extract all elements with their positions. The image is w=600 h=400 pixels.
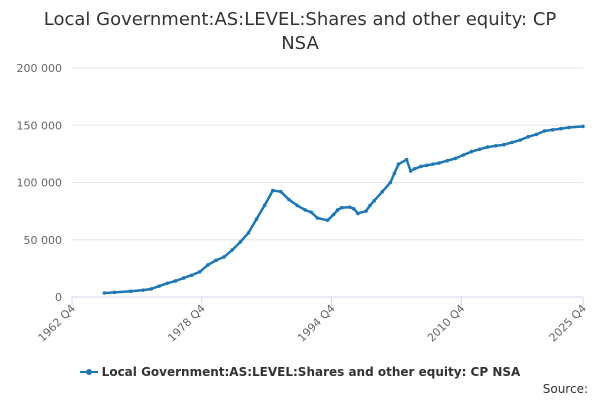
data-point	[437, 161, 441, 165]
data-point	[309, 210, 314, 215]
x-tick-label: 1994 Q4	[295, 302, 338, 345]
data-point	[461, 153, 466, 157]
y-tick-label: 150 000	[17, 119, 63, 132]
data-point	[173, 279, 178, 283]
y-tick-label: 50 000	[24, 234, 63, 247]
data-point	[418, 164, 423, 169]
data-point	[372, 199, 376, 203]
data-point	[396, 162, 401, 166]
data-point	[364, 209, 368, 213]
data-point	[510, 140, 514, 145]
data-point	[149, 287, 153, 291]
data-point	[412, 166, 417, 171]
data-point	[189, 273, 194, 278]
data-point	[581, 124, 585, 129]
data-point	[485, 145, 490, 149]
data-point	[477, 147, 482, 152]
x-tick-label: 2025 Q4	[547, 302, 590, 345]
data-point	[141, 288, 145, 292]
data-point	[112, 290, 117, 295]
data-point	[206, 263, 210, 267]
data-point	[335, 208, 340, 212]
legend-label: Local Government:AS:LEVEL:Shares and oth…	[101, 365, 521, 379]
data-point	[502, 142, 506, 147]
data-point	[534, 132, 539, 137]
legend: Local Government:AS:LEVEL:Shares and oth…	[0, 365, 600, 380]
data-point	[262, 203, 267, 208]
data-point	[558, 126, 563, 131]
legend-item-series[interactable]: Local Government:AS:LEVEL:Shares and oth…	[79, 365, 521, 379]
data-point	[425, 163, 429, 168]
data-point	[246, 231, 251, 235]
x-tick-label: 1978 Q4	[165, 302, 208, 345]
legend-line-marker-icon	[79, 367, 98, 377]
series-line	[103, 125, 585, 295]
data-point	[238, 240, 243, 244]
y-tick-label: 200 000	[17, 62, 63, 75]
data-point	[325, 218, 330, 223]
data-point	[404, 157, 409, 162]
x-tick-label: 1962 Q4	[36, 302, 79, 345]
data-point	[157, 284, 161, 288]
data-point	[526, 134, 531, 139]
data-point	[287, 197, 291, 202]
data-point	[408, 169, 413, 173]
data-point	[339, 205, 344, 210]
data-point	[279, 189, 283, 194]
data-point	[303, 208, 307, 212]
y-tick-label: 0	[55, 291, 62, 304]
data-point	[102, 291, 107, 295]
data-point	[254, 217, 259, 221]
data-point	[542, 129, 547, 133]
source-label: Source:	[542, 382, 588, 396]
data-point	[181, 276, 186, 280]
data-point	[295, 203, 299, 208]
data-point	[129, 289, 133, 294]
data-point	[230, 248, 234, 252]
chart-title: Local Government:AS:LEVEL:Shares and oth…	[43, 9, 557, 54]
data-point	[348, 205, 352, 209]
data-point	[214, 258, 218, 263]
data-point	[270, 188, 275, 193]
data-point	[315, 216, 320, 220]
data-point	[445, 158, 449, 163]
y-tick-label: 100 000	[17, 177, 63, 190]
data-point	[331, 212, 336, 217]
data-point	[550, 128, 555, 132]
data-point	[518, 138, 522, 142]
data-point	[388, 180, 393, 185]
x-tick-label: 2010 Q4	[425, 302, 468, 345]
data-point	[494, 144, 498, 148]
data-point	[352, 207, 356, 211]
data-point	[453, 156, 458, 161]
data-point	[567, 125, 571, 130]
data-point	[431, 162, 435, 166]
data-point	[380, 189, 385, 194]
data-point	[222, 255, 226, 259]
data-point	[368, 203, 372, 208]
data-point	[356, 211, 360, 216]
data-point	[165, 281, 170, 286]
data-point	[392, 171, 397, 176]
data-point	[469, 149, 474, 154]
data-point	[197, 270, 202, 274]
